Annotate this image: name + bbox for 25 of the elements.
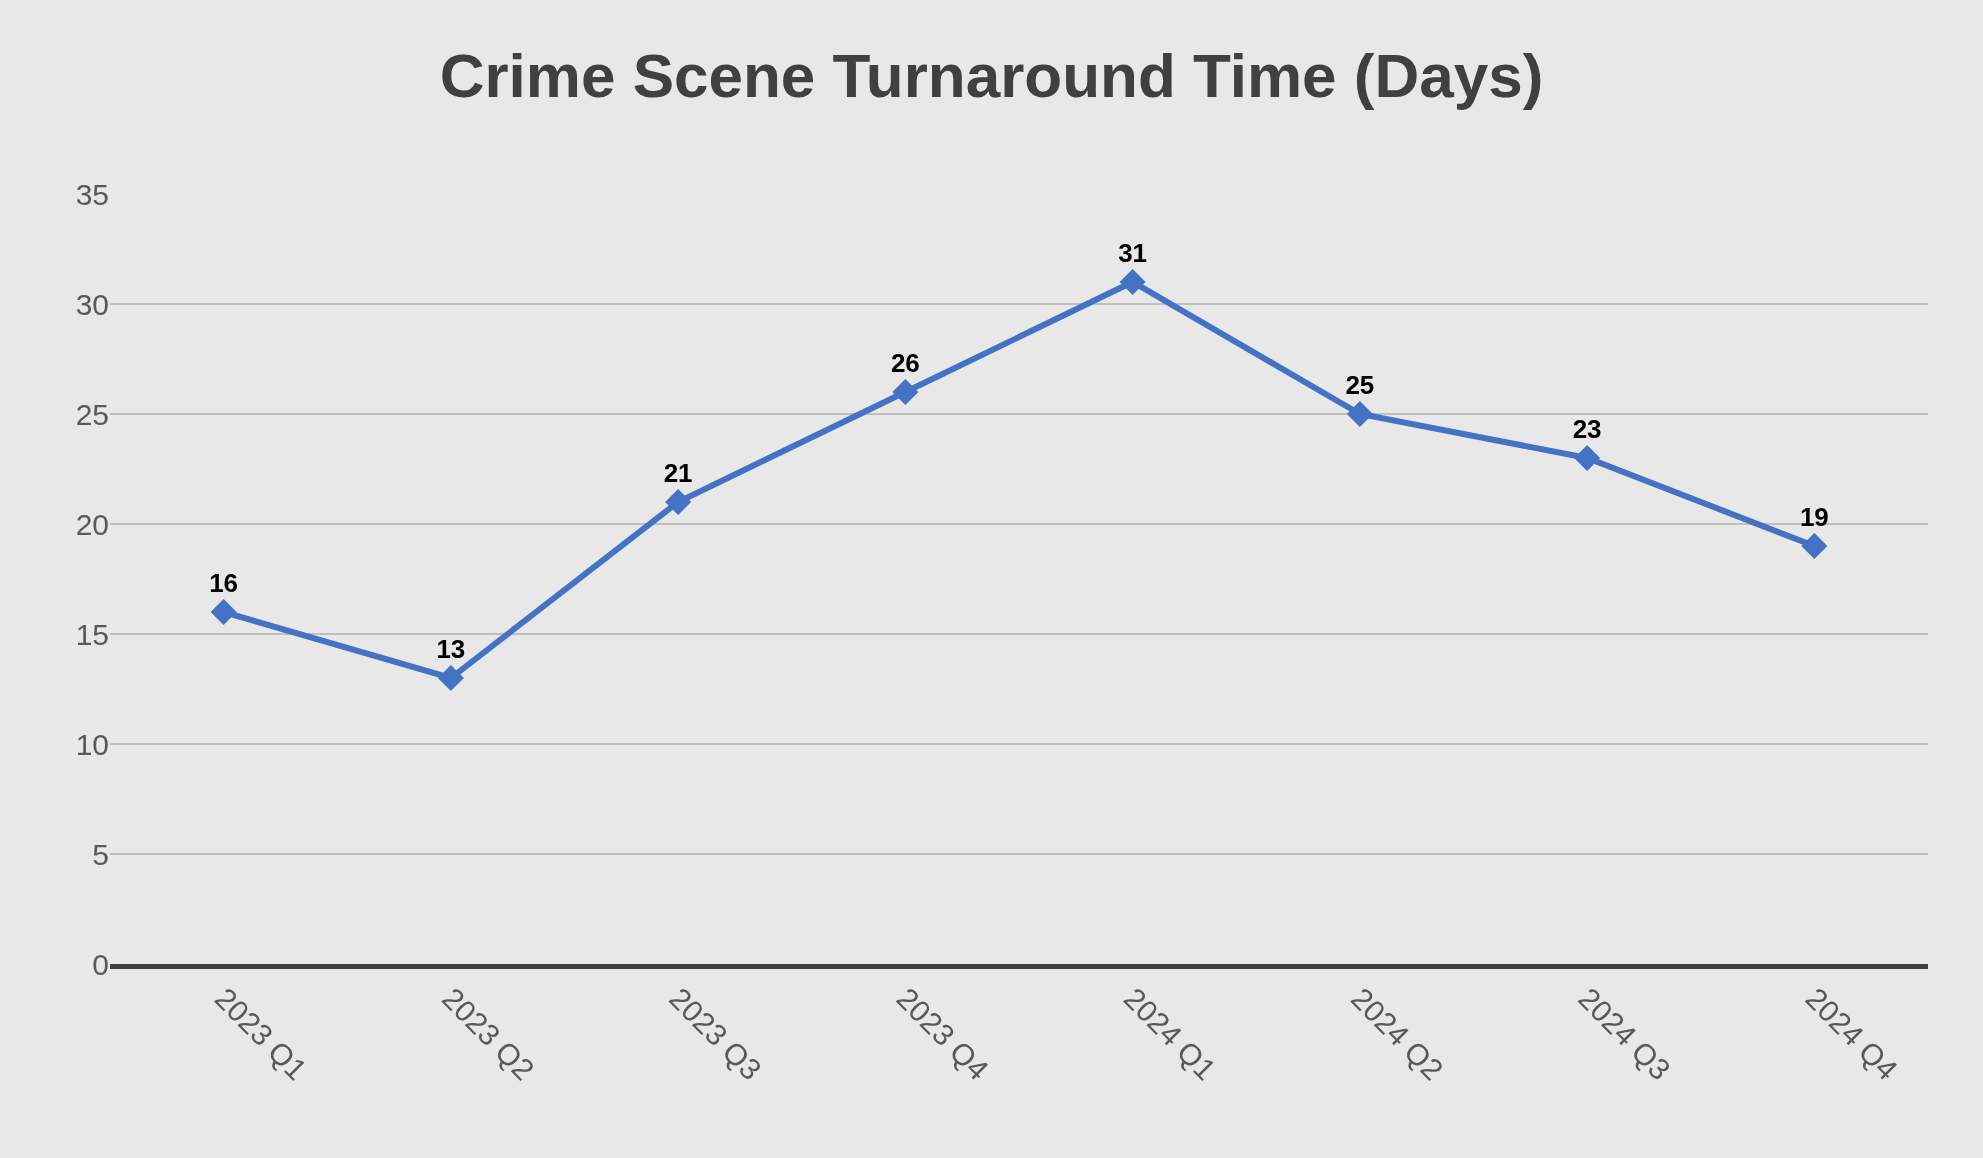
- y-tick-label: 20: [75, 507, 109, 541]
- point: [1801, 533, 1828, 559]
- point: [892, 379, 919, 405]
- point: [1346, 401, 1373, 427]
- data-label: 31: [1118, 238, 1148, 268]
- chart-title: Crime Scene Turnaround Time (Days): [439, 40, 1544, 110]
- y-tick-label: 30: [75, 287, 109, 321]
- point: [665, 489, 692, 515]
- data-label: 25: [1345, 370, 1375, 400]
- data-label: 23: [1572, 414, 1602, 444]
- point: [437, 665, 464, 691]
- data-label: 19: [1799, 502, 1829, 532]
- y-tick-label: 15: [75, 617, 109, 651]
- point: [210, 599, 237, 625]
- y-tick-label: 5: [92, 837, 109, 871]
- point: [1574, 445, 1601, 471]
- data-label: 16: [209, 568, 239, 598]
- y-tick-label: 35: [75, 177, 109, 211]
- y-tick-label: 10: [75, 727, 109, 761]
- y-tick-label: 25: [75, 397, 109, 431]
- point: [1119, 269, 1146, 295]
- y-tick-label: 0: [92, 947, 109, 981]
- data-label: 13: [436, 634, 466, 664]
- data-label: 21: [663, 458, 693, 488]
- data-label: 26: [890, 348, 920, 378]
